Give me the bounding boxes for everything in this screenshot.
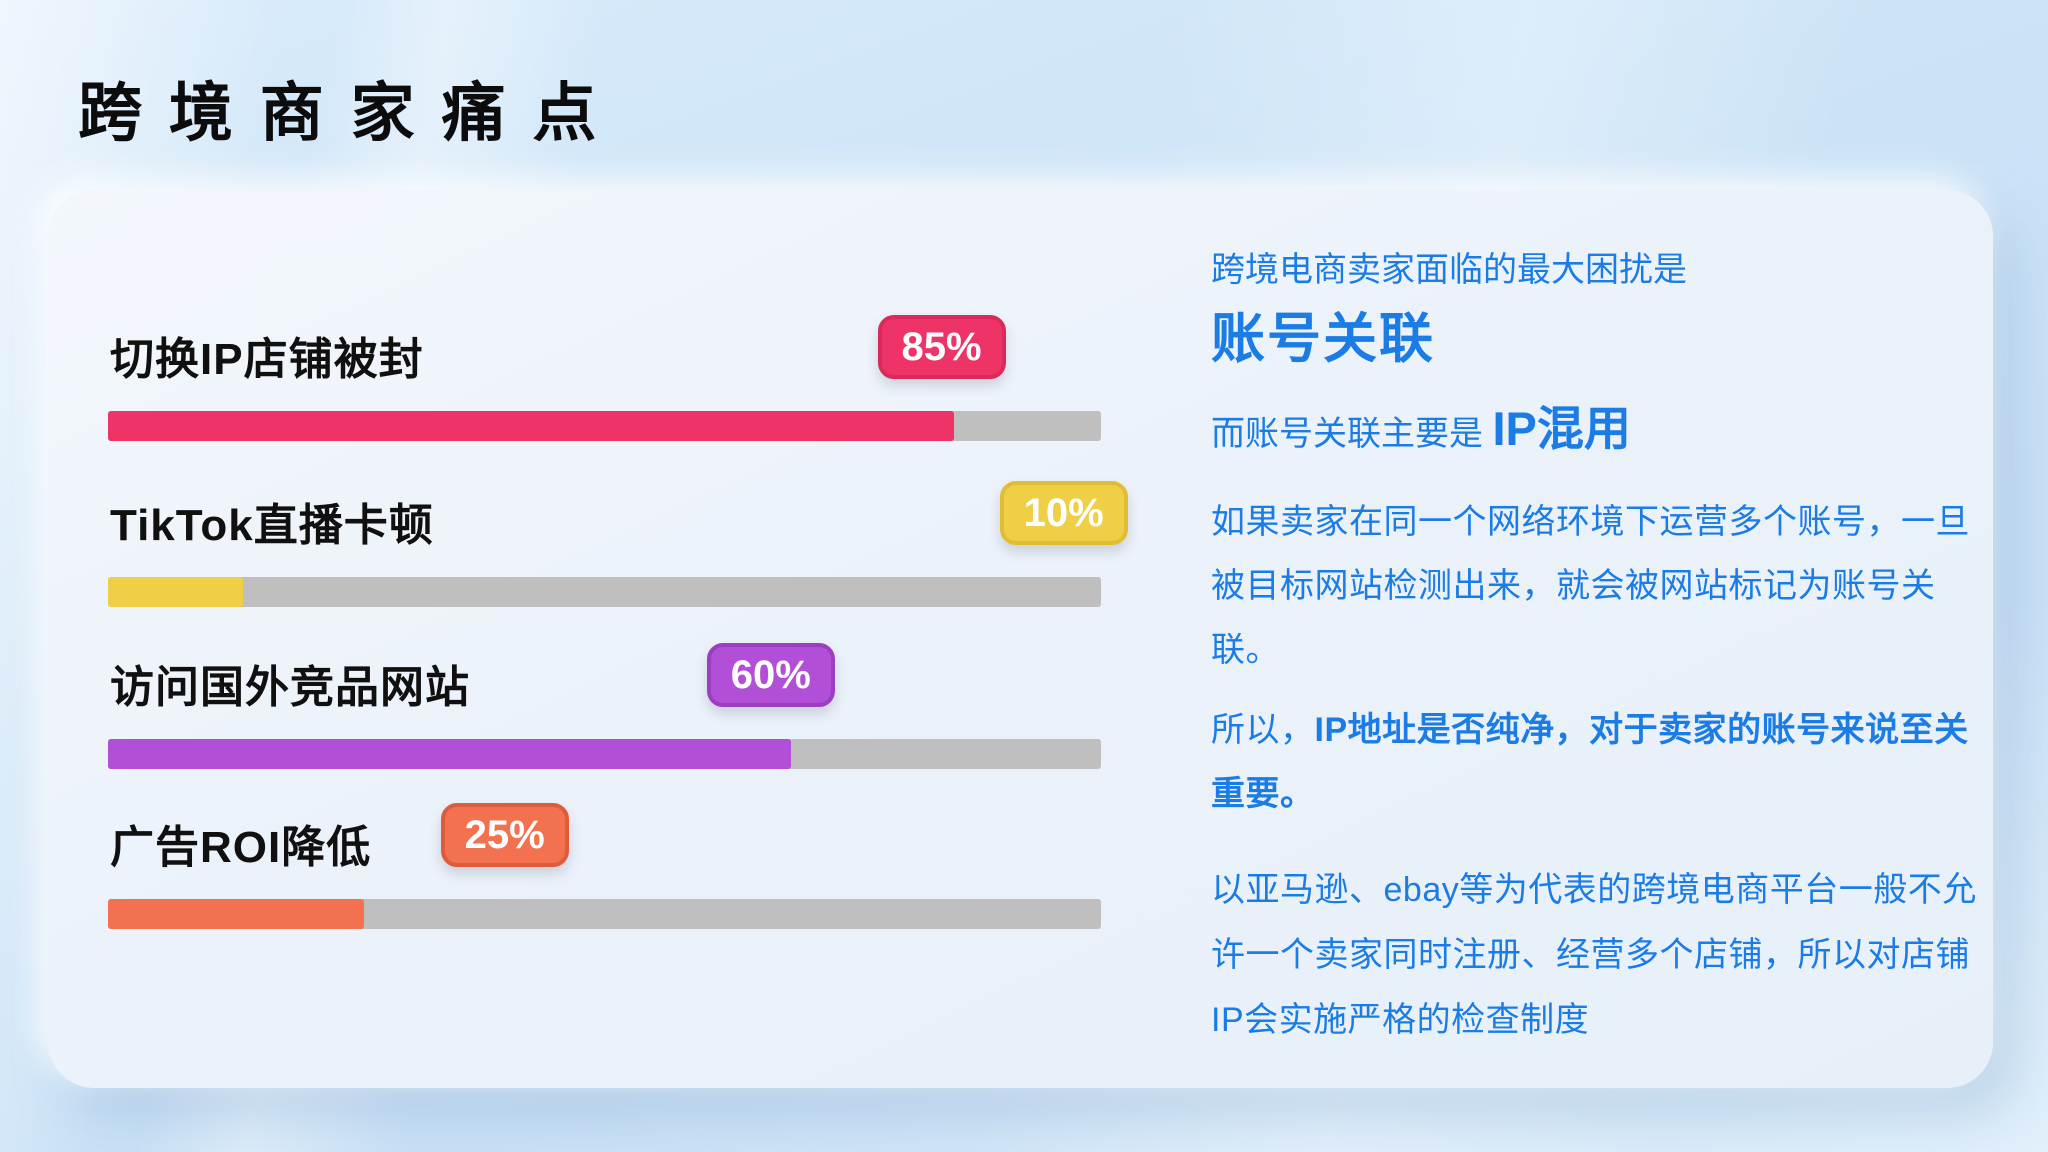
bar-label: 广告ROI降低 [110,823,372,872]
bar-fill [108,411,955,441]
paragraph-platform-policy: 以亚马逊、ebay等为代表的跨境电商平台一般不允许一个卖家同时注册、经营多个店铺… [1211,871,1977,1039]
bar-fill [108,739,792,769]
paragraph-ip-purity: 所以，IP地址是否纯净，对于卖家的账号来说至关重要。 [1211,698,1981,826]
value-badge: 10% [999,481,1128,545]
content-card: 切换IP店铺被封 85% TikTok直播卡顿 10% 访问国外竞品网站 60%… [48,190,1993,1088]
bar-track [108,899,1101,929]
bar-fill [108,899,365,929]
bar-row: 广告ROI降低 25% [108,803,1101,935]
intro-line: 跨境电商卖家面临的最大困扰是 [1211,251,1687,289]
bar-fill [108,577,244,607]
subline-prefix: 而账号关联主要是 [1211,415,1493,453]
bar-track [108,411,1101,441]
paragraph-prefix: 所以， [1211,711,1315,749]
bar-row: TikTok直播卡顿 10% [108,481,1128,613]
page-title: 跨境商家痛点 [78,77,624,149]
bar-label: TikTok直播卡顿 [110,501,434,550]
value-badge: 25% [440,803,569,867]
explanation-panel: 跨境电商卖家面临的最大困扰是 账号关联 而账号关联主要是 IP混用 如果卖家在同… [1211,190,1997,1088]
value-badge: 60% [706,643,835,707]
bar-track [108,577,1101,607]
ip-mixing-highlight: IP混用 [1492,402,1631,455]
subline-ip-mixing: 而账号关联主要是 IP混用 [1211,390,1631,459]
bar-track [108,739,1101,769]
paragraph-bold-text: IP地址是否纯净，对于卖家的账号来说至关重要。 [1211,711,1969,813]
value-badge: 85% [877,315,1006,379]
bar-row: 访问国外竞品网站 60% [108,643,1101,775]
paragraph-detection: 如果卖家在同一个网络环境下运营多个账号，一旦被目标网站检测出来，就会被网站标记为… [1211,503,1970,669]
bar-label: 切换IP店铺被封 [110,335,424,384]
headline-account-association: 账号关联 [1211,309,1435,369]
bar-label: 访问国外竞品网站 [110,663,470,712]
bar-row: 切换IP店铺被封 85% [108,315,1101,447]
